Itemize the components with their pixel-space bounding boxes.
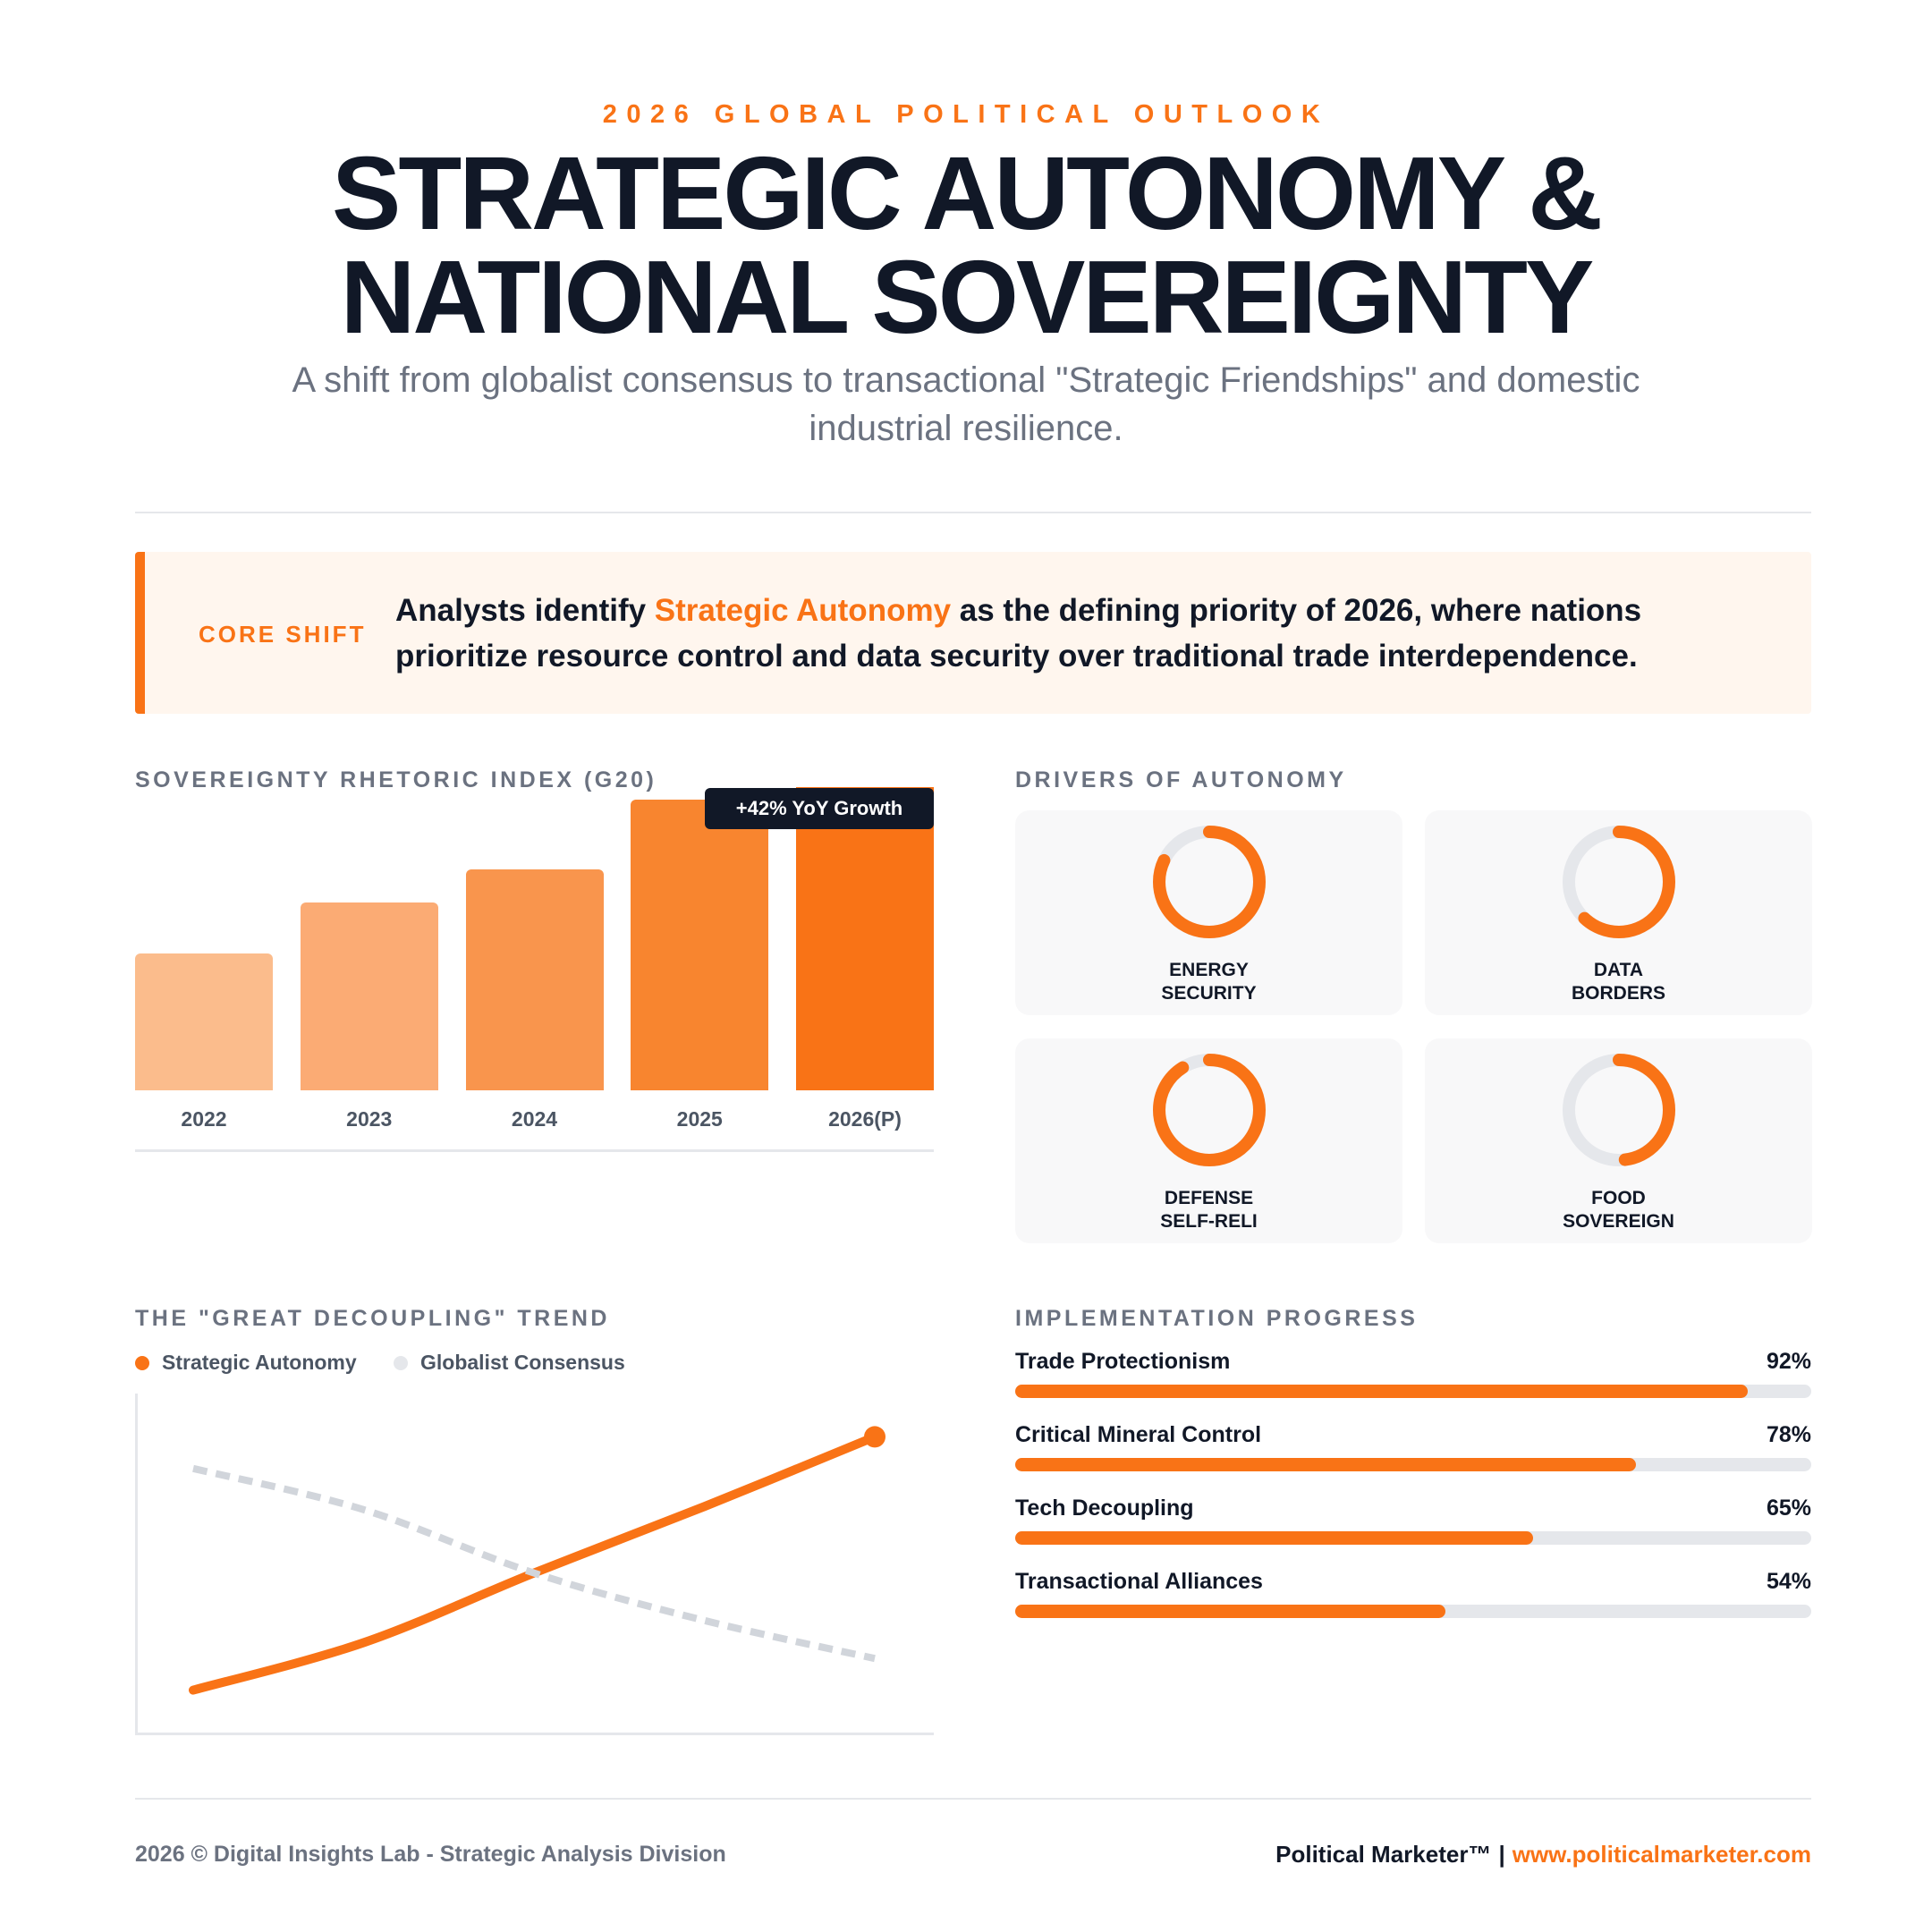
donut-data xyxy=(1563,826,1675,938)
driver-label-line-2: SELF-RELI xyxy=(1160,1211,1258,1232)
legend-label-globalist-consensus: Globalist Consensus xyxy=(420,1351,625,1374)
progress-value: 54% xyxy=(1766,1569,1811,1594)
driver-label: FOOD SOVEREIGN xyxy=(1425,1187,1812,1233)
callout-highlight: Strategic Autonomy xyxy=(654,593,952,628)
footer-divider xyxy=(135,1798,1811,1800)
page-title: STRATEGIC AUTONOMY & NATIONAL SOVEREIGNT… xyxy=(0,141,1932,349)
progress-track xyxy=(1015,1605,1811,1618)
bar-2023 xyxy=(300,902,438,1090)
legend-swatch-strategic-autonomy xyxy=(135,1355,149,1370)
bar-2022 xyxy=(135,953,273,1090)
progress-section-title: IMPLEMENTATION PROGRESS xyxy=(1015,1306,1419,1331)
progress-fill xyxy=(1015,1458,1637,1471)
callout-text-after: as the defining priority of 2026, where … xyxy=(395,593,1642,674)
driver-label-line-1: FOOD xyxy=(1591,1188,1646,1208)
rhetoric-index-bar-chart xyxy=(135,787,934,1090)
callout-label: CORE SHIFT xyxy=(199,621,367,648)
legend-item-globalist-consensus: Globalist Consensus xyxy=(394,1351,625,1375)
trend-section-title: THE "GREAT DECOUPLING" TREND xyxy=(135,1306,610,1331)
donut-defense xyxy=(1153,1054,1266,1166)
driver-label-line-2: BORDERS xyxy=(1571,983,1665,1004)
donut-energy xyxy=(1153,826,1266,938)
driver-card-energy: ENERGY SECURITY xyxy=(1015,810,1402,1015)
yoy-growth-badge: +42% YoY Growth xyxy=(705,788,934,829)
bar-chart-baseline xyxy=(135,1149,934,1152)
progress-track xyxy=(1015,1458,1811,1471)
eyebrow-label: 2026 GLOBAL POLITICAL OUTLOOK xyxy=(602,100,1330,129)
title-line-1: STRATEGIC AUTONOMY & xyxy=(332,135,1603,251)
driver-label: DEFENSE SELF-RELI xyxy=(1015,1187,1402,1233)
driver-card-data: DATA BORDERS xyxy=(1425,810,1812,1015)
series-line-globalist-consensus xyxy=(192,1464,876,1663)
bar-label-2022: 2022 xyxy=(181,1107,227,1131)
driver-label: DATA BORDERS xyxy=(1425,959,1812,1005)
bar-label-2023: 2023 xyxy=(346,1107,393,1131)
progress-value: 65% xyxy=(1766,1496,1811,1521)
footer-brand-name: Political Marketer™ xyxy=(1275,1841,1492,1868)
driver-label: ENERGY SECURITY xyxy=(1015,959,1402,1005)
bar-2024 xyxy=(465,869,604,1090)
progress-value: 92% xyxy=(1766,1349,1811,1374)
donut-fill xyxy=(1153,826,1266,938)
progress-fill xyxy=(1015,1385,1748,1398)
driver-label-line-2: SOVEREIGN xyxy=(1563,1211,1674,1232)
driver-label-line-1: ENERGY xyxy=(1169,960,1249,980)
driver-card-food: FOOD SOVEREIGN xyxy=(1425,1038,1812,1243)
donut-fill xyxy=(1563,1054,1675,1166)
footer-url-link[interactable]: www.politicalmarketer.com xyxy=(1512,1841,1811,1868)
page-subtitle: A shift from globalist consensus to tran… xyxy=(292,360,1640,448)
index-section-title: SOVEREIGNTY RHETORIC INDEX (G20) xyxy=(135,767,657,792)
donut-food xyxy=(1563,1054,1675,1166)
legend-swatch-globalist-consensus xyxy=(394,1355,408,1370)
progress-value: 78% xyxy=(1766,1422,1811,1447)
callout-text-before: Analysts identify xyxy=(395,593,655,628)
progress-fill xyxy=(1015,1605,1445,1618)
driver-label-line-1: DATA xyxy=(1593,960,1644,980)
title-line-2: NATIONAL SOVEREIGNTY xyxy=(340,239,1595,355)
progress-label: Trade Protectionism xyxy=(1015,1349,1231,1374)
legend-item-strategic-autonomy: Strategic Autonomy xyxy=(135,1351,357,1375)
driver-label-line-1: DEFENSE xyxy=(1164,1188,1254,1208)
progress-track xyxy=(1015,1385,1811,1398)
progress-fill xyxy=(1015,1531,1533,1545)
donut-fill xyxy=(1563,826,1675,938)
driver-card-defense: DEFENSE SELF-RELI xyxy=(1015,1038,1402,1243)
bar-label-2024: 2024 xyxy=(511,1107,558,1131)
donut-fill xyxy=(1153,1054,1266,1166)
progress-track xyxy=(1015,1531,1811,1545)
series-end-point xyxy=(864,1426,886,1448)
legend-label-strategic-autonomy: Strategic Autonomy xyxy=(162,1351,357,1374)
header-divider xyxy=(135,512,1811,513)
callout-text: Analysts identify Strategic Autonomy as … xyxy=(395,588,1773,679)
progress-label: Tech Decoupling xyxy=(1015,1496,1194,1521)
footer-separator: | xyxy=(1498,1841,1505,1868)
drivers-section-title: DRIVERS OF AUTONOMY xyxy=(1015,767,1347,792)
bar-label-2025: 2025 xyxy=(676,1107,723,1131)
footer-copyright: 2026 © Digital Insights Lab - Strategic … xyxy=(135,1842,726,1867)
progress-label: Transactional Alliances xyxy=(1015,1569,1263,1594)
decoupling-line-chart xyxy=(135,1394,934,1735)
core-shift-callout: CORE SHIFT Analysts identify Strategic A… xyxy=(135,552,1811,714)
bar-2026(P) xyxy=(796,787,934,1090)
series-line-strategic-autonomy xyxy=(189,1432,879,1695)
progress-label: Critical Mineral Control xyxy=(1015,1422,1262,1447)
footer-brand: Political Marketer™ | www.politicalmarkete… xyxy=(1275,1841,1811,1868)
bar-label-2026(P): 2026(P) xyxy=(828,1107,902,1131)
driver-label-line-2: SECURITY xyxy=(1161,983,1257,1004)
bar-2025 xyxy=(631,799,769,1090)
